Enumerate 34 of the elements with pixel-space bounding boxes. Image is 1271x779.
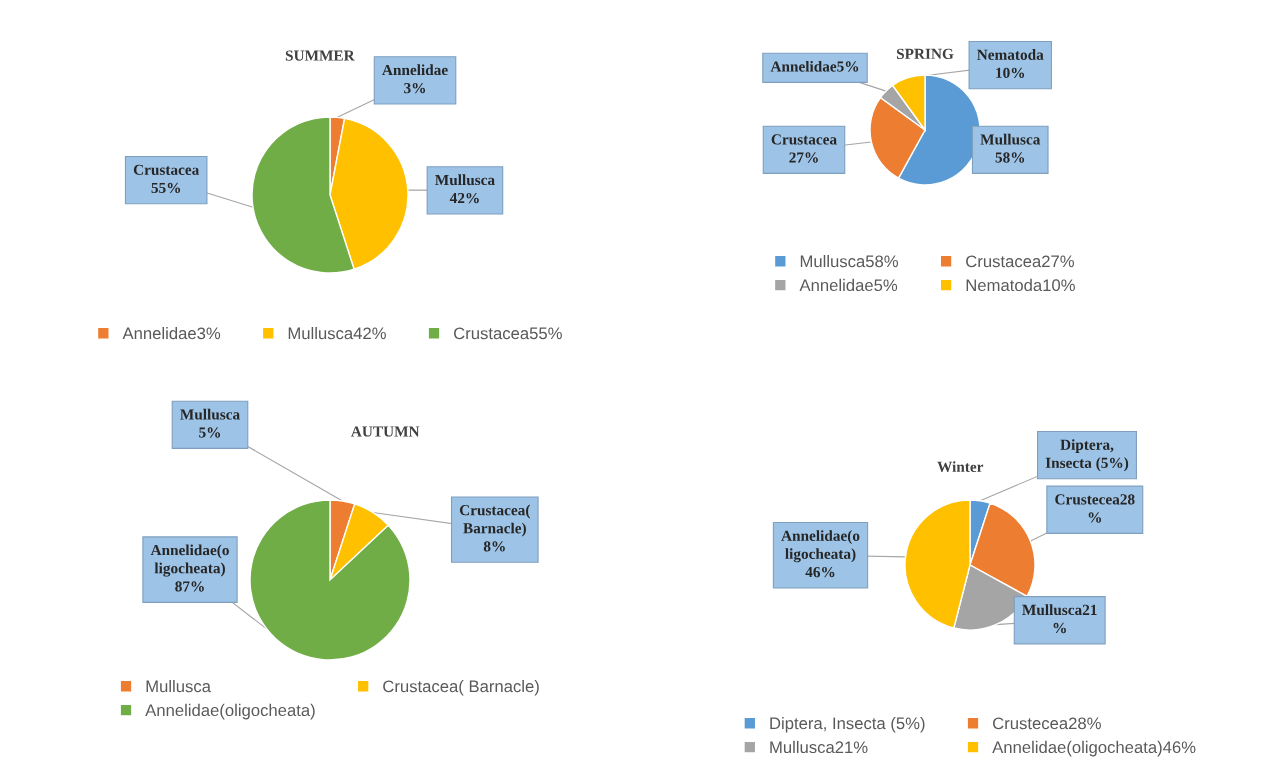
data-label: Diptera, Insecta (5%) — [1045, 439, 1129, 472]
chart-title: SPRING — [896, 48, 954, 60]
data-label: Mullusca21 % — [1022, 604, 1097, 634]
data-label: Crustacea 55% — [133, 164, 200, 194]
legend-label: Annelidae3% — [122, 327, 221, 340]
data-label: Crustacea 27% — [771, 134, 837, 163]
pie-slice — [329, 503, 390, 581]
legend-label: Crustecea28% — [993, 717, 1101, 730]
data-label: Annelidae 3% — [382, 64, 448, 94]
chart-title: SUMMER — [285, 50, 355, 61]
text: AUTUMN — [350, 426, 420, 437]
legend-label: Mullusca21% — [770, 740, 868, 754]
legend-label: Mullusca — [146, 680, 211, 693]
data-label: Annelidae(o ligocheata) 87% — [150, 544, 229, 592]
legend-label: Nematoda10% — [966, 278, 1075, 292]
legend-label: Diptera, Insecta (5%) — [770, 717, 925, 733]
legend-label: Crustacea( Barnacle) — [383, 680, 539, 696]
pie-slice — [249, 499, 411, 661]
data-label: Mullusca 5% — [180, 408, 240, 438]
legend-label: Mullusca58% — [800, 255, 899, 268]
data-label: Annelidae(o ligocheata) 46% — [781, 530, 860, 578]
legend-label: Crustacea55% — [454, 327, 562, 340]
legend-label: Annelidae(oligocheata) — [145, 703, 315, 720]
data-label: Mullusca 42% — [435, 174, 495, 204]
text: Winter — [937, 461, 984, 473]
legend-label: Annelidae(oligocheata)46% — [992, 740, 1196, 757]
data-label: Mullusca 58% — [980, 133, 1041, 163]
legend-label: Crustacea27% — [966, 255, 1074, 268]
data-label: Crustacea( Barnacle) 8% — [459, 504, 530, 552]
legend-label: Annelidae5% — [799, 278, 898, 292]
data-label: Crustecea28 % — [1055, 494, 1135, 523]
data-label: Nematoda 10% — [977, 49, 1044, 79]
data-label: Annelidae5% — [770, 60, 859, 72]
legend-label: Mullusca42% — [288, 327, 386, 340]
